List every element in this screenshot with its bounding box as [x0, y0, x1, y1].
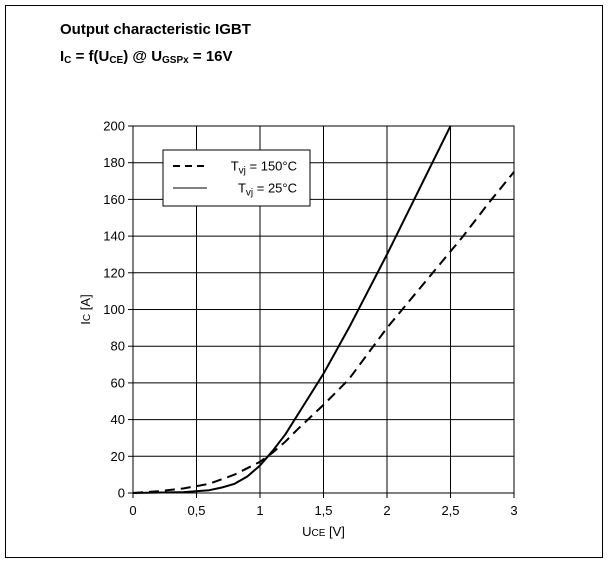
legend-label-150c: Tvj = 150°C	[231, 159, 297, 177]
y-tick-label: 100	[103, 302, 125, 317]
series-line-150c	[132, 171, 515, 494]
series-line-25c	[132, 125, 452, 494]
legend-label-25c: Tvj = 25°C	[238, 181, 297, 199]
y-tick-label: 200	[103, 119, 125, 134]
x-tick-label: 1,5	[314, 503, 332, 518]
x-tick-label: 3	[510, 503, 517, 518]
y-tick-label: 20	[111, 449, 125, 464]
y-tick-label: 80	[111, 339, 125, 354]
legend: Tvj = 150°C Tvj = 25°C	[162, 149, 311, 207]
x-axis-title: UCE [V]	[302, 524, 345, 539]
y-tick-label: 40	[111, 412, 125, 427]
y-tick-label: 120	[103, 265, 125, 280]
chart-frame	[5, 5, 603, 558]
y-tick-label: 0	[118, 486, 125, 501]
x-tick-label: 0	[129, 503, 136, 518]
x-tick-label: 2,5	[441, 503, 459, 518]
axis-ticks	[128, 125, 515, 498]
x-tick-label: 2	[383, 503, 390, 518]
series-lines	[132, 125, 515, 494]
legend-box	[162, 149, 311, 207]
y-tick-label: 180	[103, 155, 125, 170]
chart-title: Output characteristic IGBT	[60, 21, 251, 38]
x-tick-label: 0,5	[187, 503, 205, 518]
y-axis-title: IC [A]	[78, 294, 93, 324]
y-tick-label: 140	[103, 229, 125, 244]
tick-labels: 0 20 40 60 80 100 120 140 160 180 200 0 0,5 1 1,5 2 2,5 3	[103, 119, 517, 519]
chart-subtitle: IC = f(UCE) @ UGSPx = 16V	[60, 48, 233, 66]
y-tick-label: 60	[111, 375, 125, 390]
y-tick-label: 160	[103, 192, 125, 207]
axis-titles: UCE [V] IC [A]	[78, 294, 345, 539]
x-tick-label: 1	[256, 503, 263, 518]
